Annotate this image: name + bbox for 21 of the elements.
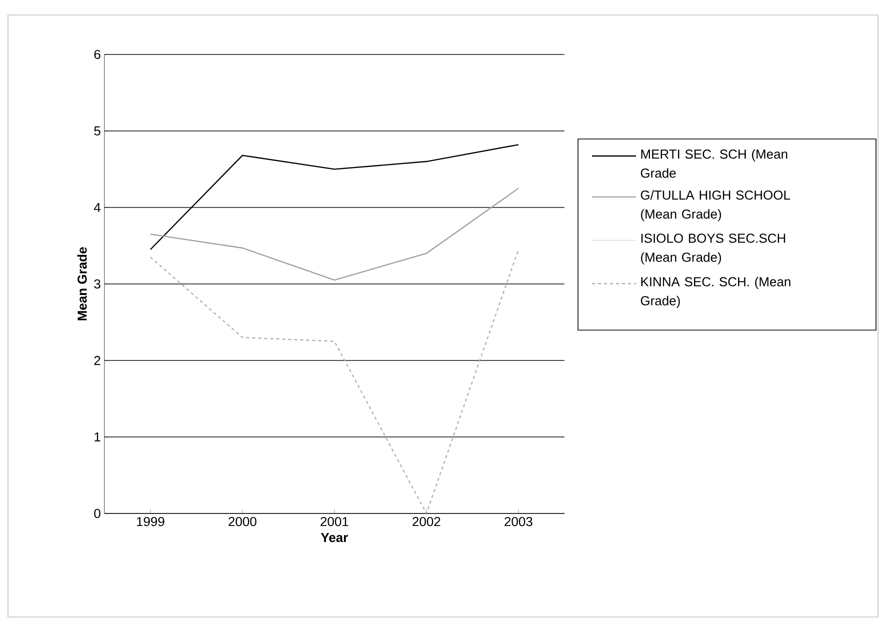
x-tick-label: 2003 [504,516,532,526]
x-tick-label: 2002 [412,516,440,526]
legend-label: ISIOLO BOYS SEC.SCH (Mean Grade) [641,234,786,264]
x-tick-label: 2001 [320,516,348,526]
legend-label: MERTI SEC. SCH (Mean Grade [640,149,788,178]
y-tick-label: 5 [94,126,100,136]
x-axis-title: Year [320,533,348,542]
line-series [150,144,520,250]
y-tick-label: 0 [94,508,100,518]
y-tick-label: 4 [94,202,101,212]
legend-label: G/TULLA HIGH SCHOOL (Mean Grade) [640,190,790,222]
y-tick-label: 6 [94,50,100,60]
legend-label: KINNA SEC. SCH. (Mean Grade) [640,276,790,308]
y-axis-title: Mean Grade [77,247,87,320]
x-tick-label: 1999 [136,516,164,526]
y-tick-label: 1 [94,432,100,442]
line-series [150,188,520,281]
line-series [150,248,520,514]
y-tick-label: 2 [94,356,100,365]
x-tick-label: 2000 [228,516,256,526]
y-tick-label: 3 [94,279,100,289]
